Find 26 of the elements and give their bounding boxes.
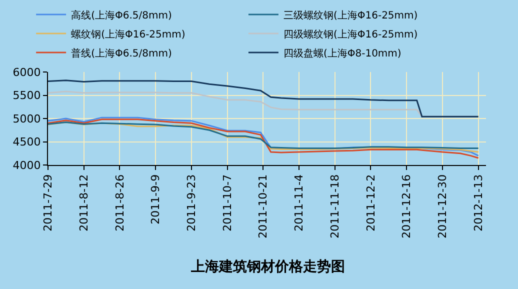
x-tick-label: 2011-8-26 xyxy=(113,174,126,232)
legend-label: 四级螺纹钢(上海Φ16-25mm) xyxy=(283,28,418,40)
x-tick-label: 2012-1-13 xyxy=(472,174,485,232)
legend-label: 螺纹钢(上海Φ16-25mm) xyxy=(71,28,186,40)
y-tick-label: 5500 xyxy=(12,89,41,102)
x-tick-label: 2011-9-23 xyxy=(185,174,198,232)
legend-label: 普线(上海Φ6.5/8mm) xyxy=(71,47,172,60)
x-tick-label: 2011-11-4 xyxy=(292,174,306,232)
x-tick-label: 2011-10-7 xyxy=(220,174,234,232)
x-tick-label: 2011-7-29 xyxy=(42,174,55,232)
y-tick-label: 4000 xyxy=(12,158,41,172)
x-tick-label: 2011-8-12 xyxy=(77,174,90,232)
line-series xyxy=(48,80,480,118)
x-tick-label: 2011-9-9 xyxy=(149,174,162,224)
text: 上海建筑钢材价格走势图 xyxy=(190,259,345,275)
y-tick-label: 4500 xyxy=(12,136,41,149)
x-tick-label: 2011-11-18 xyxy=(328,174,342,238)
x-tick-label: 2011-12-16 xyxy=(400,174,414,238)
y-tick-label: 6000 xyxy=(12,66,41,79)
legend-label: 高线(上海Φ6.5/8mm) xyxy=(71,9,172,22)
x-tick-label: 2011-10-21 xyxy=(256,174,270,238)
legend-label: 四级盘螺(上海Φ8-10mm) xyxy=(283,47,402,60)
x-tick-label: 2011-12-2 xyxy=(364,174,378,232)
legend-label: 三级螺纹钢(上海Φ16-25mm) xyxy=(283,9,418,22)
x-tick-label: 2011-12-30 xyxy=(436,174,450,238)
y-tick-label: 5000 xyxy=(12,112,41,126)
